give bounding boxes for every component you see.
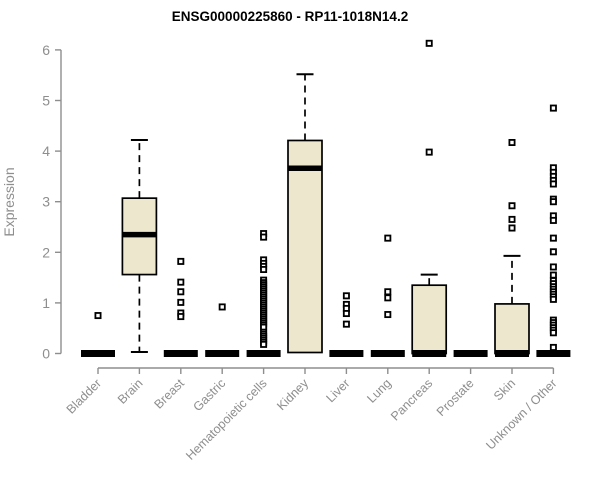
x-tick-label: Hematopoietic cells <box>183 376 270 463</box>
outlier-point <box>425 39 433 47</box>
iqr-box <box>411 284 448 355</box>
x-tick-label: Gastric <box>190 376 228 414</box>
outlier-point <box>508 138 516 146</box>
outlier-point <box>177 298 185 306</box>
y-tick-label: 0 <box>42 346 50 362</box>
collapsed-box <box>329 350 364 357</box>
outlier-point <box>94 312 102 320</box>
outlier-point <box>218 303 226 311</box>
outlier-point <box>177 278 185 286</box>
y-tick-label: 4 <box>42 143 50 159</box>
outlier-point <box>549 198 557 206</box>
box-gastric <box>205 303 240 357</box>
x-tick-label: Skin <box>491 376 518 403</box>
outlier-point <box>425 148 433 156</box>
collapsed-box <box>246 350 281 357</box>
y-tick-label: 6 <box>42 42 50 58</box>
outlier-point <box>549 180 557 188</box>
y-tick-label: 2 <box>42 244 50 260</box>
x-tick-label: Breast <box>151 376 187 412</box>
outlier-point <box>549 263 557 271</box>
outlier-point <box>177 313 185 321</box>
collapsed-box <box>453 350 488 357</box>
outlier-point <box>508 215 516 223</box>
outlier-point <box>549 248 557 256</box>
outlier-point <box>177 288 185 296</box>
x-tick-label: Liver <box>323 376 352 405</box>
outlier-point <box>342 292 350 300</box>
outlier-point <box>342 310 350 318</box>
outlier-point <box>549 216 557 224</box>
x-tick-label: Brain <box>115 376 146 407</box>
outlier-point <box>549 234 557 242</box>
x-tick-label: Prostate <box>434 376 477 419</box>
box-bladder <box>81 312 115 357</box>
outlier-point <box>549 329 557 337</box>
outlier-point <box>549 104 557 112</box>
y-tick-label: 1 <box>42 295 50 311</box>
outlier-point <box>260 266 268 274</box>
collapsed-box <box>370 350 405 357</box>
box-liver <box>329 292 364 357</box>
collapsed-box <box>536 350 571 357</box>
chart-title: ENSG00000225860 - RP11-1018N14.2 <box>172 9 408 24</box>
iqr-box <box>287 139 323 354</box>
outlier-point <box>384 234 392 242</box>
x-tick-label: Lung <box>364 376 394 406</box>
y-axis-title: Expression <box>1 167 17 236</box>
outlier-point <box>508 224 516 232</box>
box-brain <box>121 138 158 353</box>
box-pancreas <box>411 39 448 357</box>
outlier-point <box>342 320 350 328</box>
outlier-point <box>260 340 268 348</box>
boxes-layer <box>81 39 571 357</box>
x-tick-label: Unknown / Other <box>483 376 559 452</box>
x-tick-label: Bladder <box>64 376 104 416</box>
outlier-point <box>384 288 392 296</box>
x-tick-label: Kidney <box>274 376 311 413</box>
collapsed-box <box>205 350 240 357</box>
box-breast <box>163 257 198 357</box>
box-unknown-other <box>536 104 571 357</box>
x-tick-label: Pancreas <box>388 376 435 423</box>
outlier-point <box>384 294 392 302</box>
outlier-point <box>549 295 557 303</box>
collapsed-box <box>163 350 198 357</box>
outlier-point <box>260 233 268 241</box>
box-kidney <box>287 73 323 354</box>
iqr-box <box>494 303 530 355</box>
outlier-point <box>549 271 557 279</box>
box-skin <box>494 138 530 357</box>
outlier-point <box>549 343 557 351</box>
outlier-point <box>177 257 185 265</box>
box-lung <box>370 234 405 357</box>
outlier-point <box>508 202 516 210</box>
y-tick-label: 3 <box>42 194 50 210</box>
box-hematopoietic-cells <box>246 230 281 357</box>
outlier-point <box>384 311 392 319</box>
box-prostate <box>453 350 488 357</box>
collapsed-box <box>81 350 115 357</box>
y-tick-label: 5 <box>42 93 50 109</box>
